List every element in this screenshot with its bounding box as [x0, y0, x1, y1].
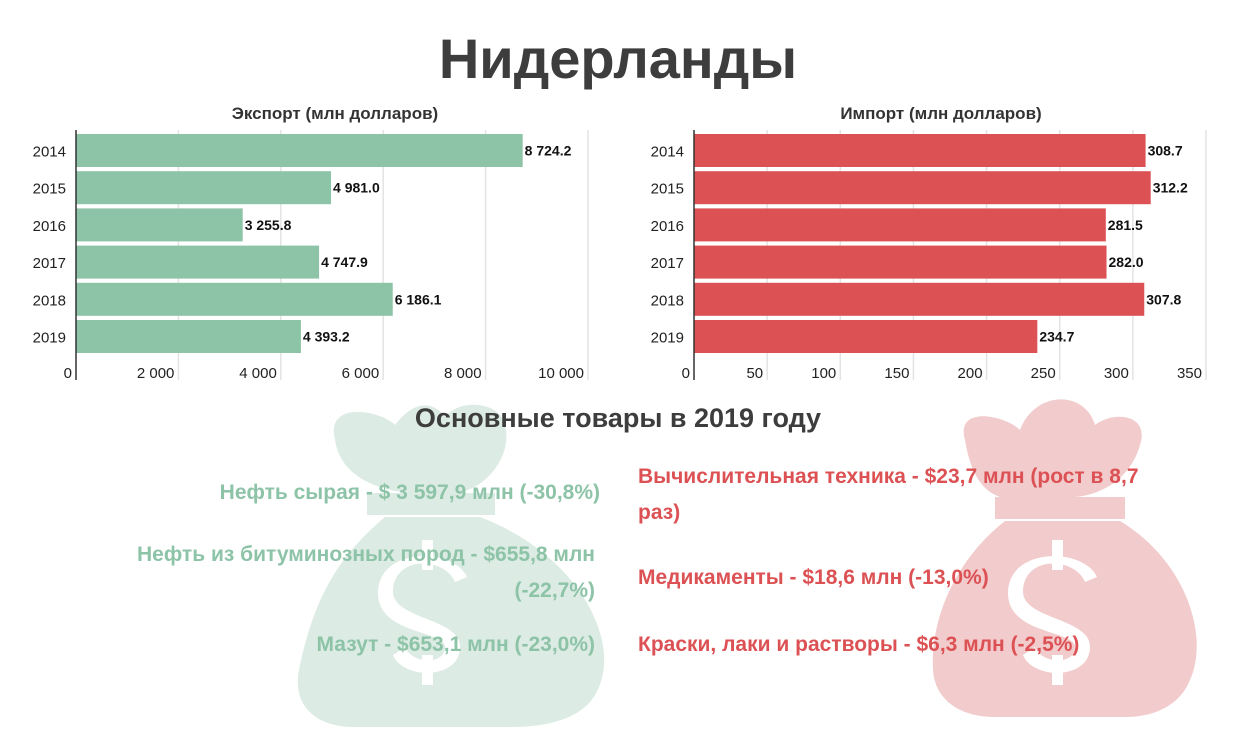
import-value-label: 281.5	[1108, 217, 1143, 233]
export-category-label: 2018	[33, 292, 66, 309]
export-bar	[76, 320, 301, 353]
import-chart-title: Импорт (млн долларов)	[840, 104, 1042, 123]
export-good-item: Мазут - $653,1 млн (-23,0%)	[316, 633, 595, 656]
export-value-label: 4 393.2	[303, 329, 350, 345]
import-category-label: 2014	[651, 144, 684, 161]
export-value-label: 6 186.1	[395, 291, 442, 307]
export-category-label: 2017	[33, 255, 66, 272]
import-value-label: 234.7	[1039, 329, 1074, 345]
import-tick-label: 100	[811, 365, 836, 382]
import-value-label: 308.7	[1148, 143, 1183, 159]
import-category-label: 2016	[651, 218, 684, 235]
import-category-label: 2015	[651, 181, 684, 198]
export-tick-label: 8 000	[444, 365, 482, 382]
page-title: Нидерланды	[438, 27, 798, 90]
export-category-label: 2015	[33, 181, 66, 198]
export-value-label: 4 981.0	[333, 180, 380, 196]
import-good-item: Вычислительная техника - $23,7 млн (рост…	[638, 465, 1139, 524]
import-bar	[694, 282, 1145, 316]
import-bar	[694, 208, 1106, 242]
import-tick-label: 350	[1177, 365, 1202, 382]
export-tick-label: 10 000	[538, 365, 584, 382]
import-value-label: 282.0	[1109, 254, 1144, 270]
export-bar	[76, 134, 523, 167]
import-value-label: 312.2	[1153, 180, 1188, 196]
export-bar	[76, 171, 332, 205]
import-tick-label: 0	[682, 365, 690, 382]
import-tick-label: 300	[1104, 365, 1129, 382]
export-category-label: 2016	[33, 218, 66, 235]
import-good-item: Краски, лаки и растворы - $6,3 млн (-2,5…	[638, 633, 1080, 656]
export-tick-label: 2 000	[137, 365, 175, 382]
import-category-label: 2017	[651, 255, 684, 272]
export-good-item: Нефть сырая - $ 3 597,9 млн (-30,8%)	[219, 481, 600, 504]
import-value-label: 307.8	[1146, 291, 1181, 307]
export-tick-label: 0	[64, 365, 72, 382]
export-value-label: 4 747.9	[321, 254, 368, 270]
money-bag-icon	[297, 404, 605, 727]
import-tick-label: 150	[884, 365, 909, 382]
import-bar	[694, 245, 1107, 279]
import-tick-label: 200	[958, 365, 983, 382]
export-category-label: 2019	[33, 330, 66, 347]
export-bar	[76, 282, 393, 316]
export-bar	[76, 245, 320, 279]
import-category-label: 2018	[651, 292, 684, 309]
import-bar-chart: 308.7 2014 312.2 2015 281.5 2016 282.0 2017 307.…	[651, 130, 1207, 382]
section-title: Основные товары в 2019 году	[414, 403, 822, 433]
export-chart-title: Экспорт (млн долларов)	[231, 104, 439, 123]
export-tick-label: 4 000	[239, 365, 277, 382]
import-tick-label: 250	[1031, 365, 1056, 382]
export-value-label: 3 255.8	[245, 217, 292, 233]
import-bar	[694, 320, 1038, 353]
import-category-label: 2019	[651, 330, 684, 347]
money-bag-icon	[932, 399, 1197, 717]
import-bar	[694, 134, 1146, 167]
export-bar-chart: 8 724.2 2014 4 981.0 2015 3 255.8 2016 4 747.9…	[33, 130, 589, 382]
export-value-label: 8 724.2	[525, 143, 572, 159]
export-bar	[76, 208, 243, 242]
export-category-label: 2014	[33, 144, 66, 161]
import-tick-label: 50	[746, 365, 763, 382]
export-good-item: Нефть из битуминозных пород - $655,8 млн…	[136, 543, 595, 602]
import-good-item: Медикаменты - $18,6 млн (-13,0%)	[638, 566, 989, 589]
export-tick-label: 6 000	[342, 365, 380, 382]
import-bar	[694, 171, 1151, 205]
